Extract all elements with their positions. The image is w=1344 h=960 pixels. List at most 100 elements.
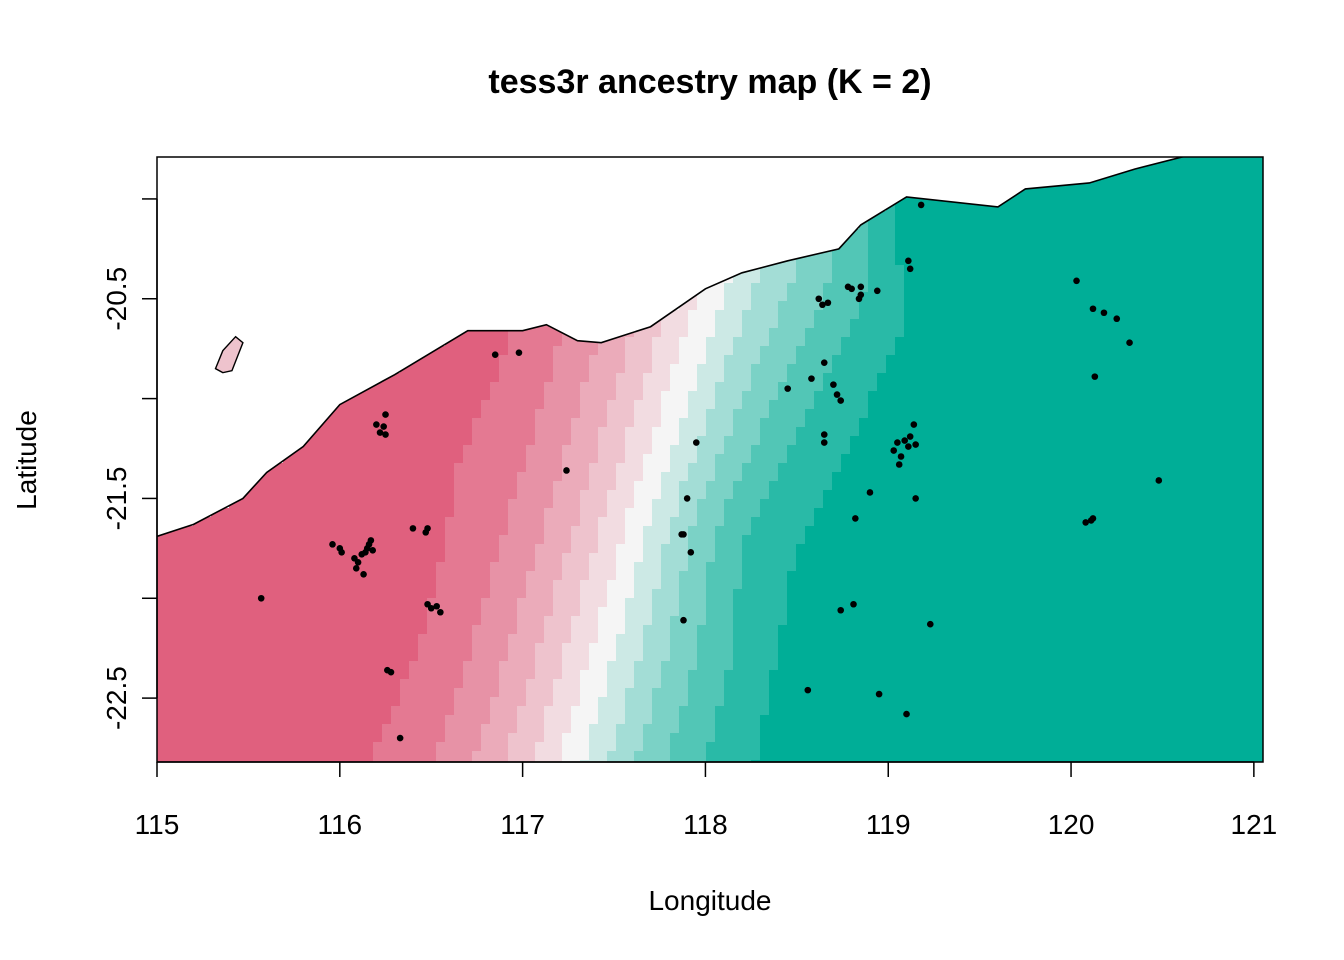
ancestry-cell (778, 427, 788, 437)
ancestry-cell (940, 706, 950, 716)
ancestry-cell (859, 445, 869, 455)
ancestry-cell (355, 706, 365, 716)
ancestry-cell (877, 616, 887, 626)
ancestry-cell (769, 688, 779, 698)
ancestry-cell (418, 490, 428, 500)
ancestry-cell (499, 715, 509, 725)
ancestry-cell (400, 643, 410, 653)
ancestry-cell (724, 427, 734, 437)
ancestry-cell (1030, 283, 1040, 293)
ancestry-cell (409, 535, 419, 545)
ancestry-cell (805, 751, 815, 761)
ancestry-cell (427, 463, 437, 473)
ancestry-cell (436, 688, 446, 698)
ancestry-cell (949, 607, 959, 617)
ancestry-cell (283, 490, 293, 500)
ancestry-cell (589, 742, 599, 752)
ancestry-cell (598, 553, 608, 563)
ancestry-cell (580, 688, 590, 698)
ancestry-cell (319, 760, 329, 762)
ancestry-cell (679, 706, 689, 716)
ancestry-cell (427, 544, 437, 554)
ancestry-cell (616, 418, 626, 428)
ancestry-cell (868, 463, 878, 473)
ancestry-cell (328, 463, 338, 473)
ancestry-cell (427, 634, 437, 644)
ancestry-cell (904, 562, 914, 572)
ancestry-cell (580, 679, 590, 689)
ancestry-cell (679, 724, 689, 734)
ancestry-cell (373, 481, 383, 491)
ancestry-cell (346, 526, 356, 536)
ancestry-cell (697, 553, 707, 563)
ancestry-cell (769, 544, 779, 554)
ancestry-cell (1057, 247, 1067, 257)
ancestry-cell (454, 535, 464, 545)
ancestry-cell (301, 463, 311, 473)
ancestry-cell (283, 679, 293, 689)
ancestry-cell (751, 454, 761, 464)
ancestry-cell (796, 517, 806, 527)
ancestry-cell (733, 742, 743, 752)
ancestry-cell (994, 562, 1004, 572)
ancestry-cell (706, 724, 716, 734)
ancestry-cell (643, 697, 653, 707)
ancestry-cell (238, 661, 248, 671)
ancestry-cell (913, 544, 923, 554)
ancestry-cell (913, 724, 923, 734)
ancestry-cell (418, 508, 428, 518)
ancestry-cell (508, 760, 518, 762)
ancestry-cell (958, 472, 968, 482)
ancestry-cell (895, 706, 905, 716)
ancestry-cell (742, 760, 752, 762)
ancestry-cell (292, 688, 302, 698)
ancestry-cell (922, 256, 932, 266)
ancestry-cell (778, 328, 788, 338)
ancestry-cell (985, 211, 995, 221)
ancestry-cell (274, 760, 284, 762)
ancestry-cell (832, 598, 842, 608)
ancestry-cell (409, 670, 419, 680)
ancestry-cell (670, 409, 680, 419)
ancestry-cell (463, 553, 473, 563)
ancestry-cell (193, 616, 203, 626)
ancestry-cell (823, 697, 833, 707)
ancestry-cell (1030, 697, 1040, 707)
ancestry-cell (355, 490, 365, 500)
ancestry-cell (481, 742, 491, 752)
ancestry-cell (400, 454, 410, 464)
ancestry-cell (166, 742, 176, 752)
ancestry-cell (886, 670, 896, 680)
ancestry-cell (967, 292, 977, 302)
ancestry-cell (679, 742, 689, 752)
ancestry-cell (922, 553, 932, 563)
ancestry-cell (166, 751, 176, 761)
ancestry-cell (922, 724, 932, 734)
ancestry-cell (382, 553, 392, 563)
ancestry-cell (616, 490, 626, 500)
ancestry-cell (157, 562, 167, 572)
ancestry-cell (922, 310, 932, 320)
ancestry-cell (292, 499, 302, 509)
ancestry-cell (382, 508, 392, 518)
ancestry-cell (958, 301, 968, 311)
ancestry-cell (715, 490, 725, 500)
ancestry-cell (553, 607, 563, 617)
ancestry-cell (643, 634, 653, 644)
ancestry-cell (787, 643, 797, 653)
ancestry-cell (598, 346, 608, 356)
ancestry-cell (778, 571, 788, 581)
ancestry-cell (661, 625, 671, 635)
ancestry-cell (616, 544, 626, 554)
ancestry-cell (787, 283, 797, 293)
ancestry-cell (796, 292, 806, 302)
ancestry-cell (1021, 445, 1031, 455)
ancestry-cell (796, 679, 806, 689)
ancestry-cell (823, 499, 833, 509)
ancestry-cell (184, 697, 194, 707)
ancestry-cell (994, 625, 1004, 635)
ancestry-cell (535, 679, 545, 689)
ancestry-cell (643, 562, 653, 572)
ancestry-cell (922, 355, 932, 365)
ancestry-cell (1048, 481, 1058, 491)
